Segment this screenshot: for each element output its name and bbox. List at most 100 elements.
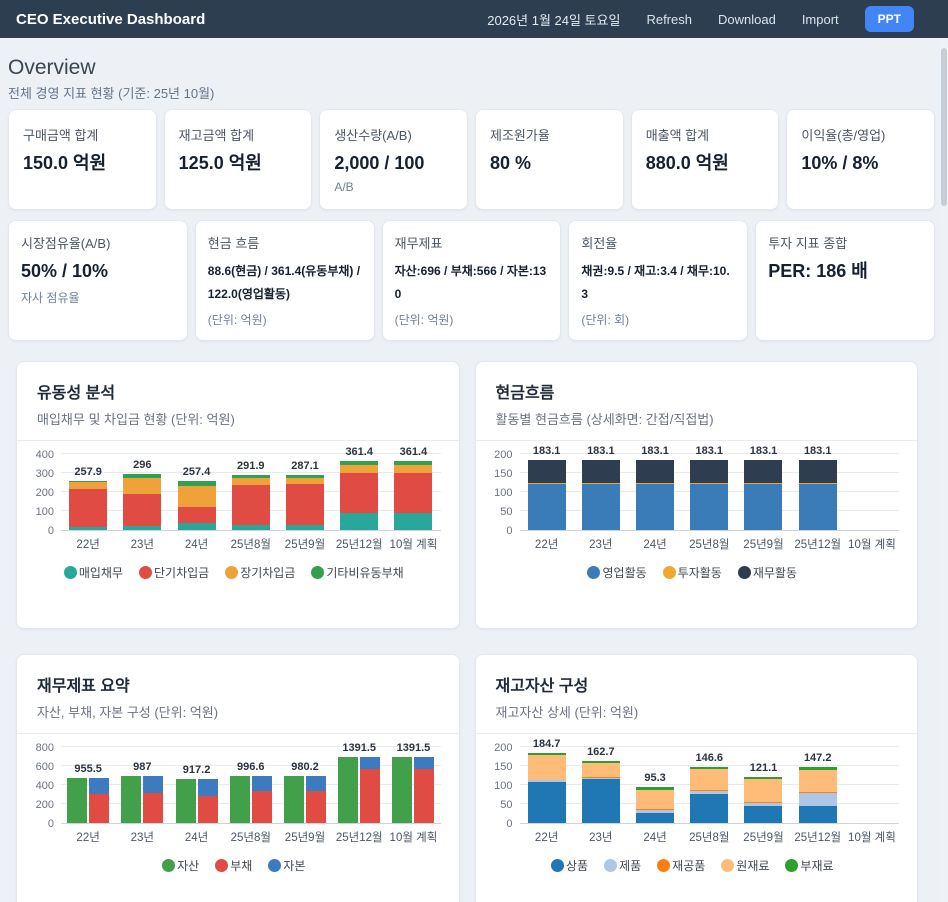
bar-segment[interactable] [636, 790, 674, 810]
menu-item-download[interactable]: Download [718, 12, 776, 27]
bar[interactable] [123, 474, 161, 530]
bar-segment[interactable] [394, 473, 432, 514]
bar[interactable] [799, 767, 837, 823]
bar-segment[interactable] [178, 507, 216, 524]
bar-segment[interactable] [69, 482, 107, 489]
bar-segment[interactable] [799, 793, 837, 806]
bar[interactable] [230, 776, 250, 823]
legend-item[interactable]: 장기차입금 [225, 564, 295, 581]
bar-segment[interactable] [394, 513, 432, 530]
bar-segment[interactable] [340, 513, 378, 530]
bar-segment[interactable] [636, 484, 674, 530]
bar-segment[interactable] [528, 782, 566, 823]
bar-segment[interactable] [286, 484, 324, 525]
bar-segment[interactable] [582, 460, 620, 483]
bar-segment[interactable] [360, 757, 380, 769]
bar-segment[interactable] [360, 769, 380, 823]
bar-segment[interactable] [306, 776, 326, 791]
bar-segment[interactable] [143, 793, 163, 823]
bar[interactable] [582, 460, 620, 530]
bar[interactable] [582, 761, 620, 823]
bar-segment[interactable] [286, 525, 324, 530]
bar-segment[interactable] [89, 794, 109, 823]
bar-segment[interactable] [69, 527, 107, 530]
bar[interactable] [392, 757, 412, 823]
bar[interactable] [414, 757, 434, 823]
bar[interactable] [690, 767, 728, 823]
legend-item[interactable]: 매입채무 [64, 564, 123, 581]
legend-item[interactable]: 투자활동 [663, 564, 722, 581]
bar-segment[interactable] [178, 523, 216, 530]
legend-item[interactable]: 단기차입금 [139, 564, 209, 581]
bar-segment[interactable] [799, 484, 837, 530]
bar[interactable] [360, 757, 380, 823]
legend-item[interactable]: 기타비유동부채 [311, 564, 403, 581]
bar-segment[interactable] [338, 757, 358, 823]
bar-segment[interactable] [232, 525, 270, 530]
bar[interactable] [338, 757, 358, 823]
bar[interactable] [176, 779, 196, 823]
bar-segment[interactable] [394, 465, 432, 473]
bar[interactable] [252, 776, 272, 823]
bar-segment[interactable] [230, 776, 250, 823]
bar-segment[interactable] [232, 485, 270, 525]
bar-segment[interactable] [123, 526, 161, 530]
bar-segment[interactable] [414, 757, 434, 769]
bar[interactable] [394, 461, 432, 530]
bar[interactable] [121, 776, 141, 823]
bar[interactable] [69, 481, 107, 530]
bar-segment[interactable] [636, 460, 674, 483]
legend-item[interactable]: 상품 [551, 857, 588, 874]
bar[interactable] [286, 475, 324, 530]
legend-item[interactable]: 원재료 [721, 857, 769, 874]
bar[interactable] [89, 778, 109, 823]
ppt-button[interactable]: PPT [865, 6, 914, 32]
bar-segment[interactable] [528, 460, 566, 483]
bar-segment[interactable] [89, 778, 109, 795]
legend-item[interactable]: 영업활동 [587, 564, 646, 581]
bar[interactable] [690, 460, 728, 530]
bar-segment[interactable] [690, 769, 728, 791]
bar[interactable] [799, 460, 837, 530]
bar-segment[interactable] [340, 465, 378, 473]
bar-segment[interactable] [799, 770, 837, 792]
legend-item[interactable]: 재공품 [657, 857, 705, 874]
bar-segment[interactable] [528, 755, 566, 780]
scrollbar-thumb[interactable] [941, 48, 947, 206]
bar-segment[interactable] [744, 806, 782, 823]
bar[interactable] [143, 776, 163, 823]
bar-segment[interactable] [582, 484, 620, 530]
bar-segment[interactable] [636, 813, 674, 823]
bar[interactable] [178, 481, 216, 530]
bar[interactable] [306, 776, 326, 823]
legend-item[interactable]: 부채 [215, 857, 252, 874]
bar-segment[interactable] [744, 484, 782, 530]
bar-segment[interactable] [690, 484, 728, 530]
bar-segment[interactable] [252, 776, 272, 791]
bar[interactable] [636, 787, 674, 823]
bar-segment[interactable] [123, 478, 161, 494]
bar-segment[interactable] [340, 473, 378, 514]
bar-segment[interactable] [744, 779, 782, 803]
bar[interactable] [284, 776, 304, 823]
bar-segment[interactable] [582, 779, 620, 823]
bar[interactable] [528, 460, 566, 530]
bar-segment[interactable] [392, 757, 412, 823]
legend-item[interactable]: 제품 [604, 857, 641, 874]
bar-segment[interactable] [69, 489, 107, 526]
bar-segment[interactable] [414, 769, 434, 823]
bar-segment[interactable] [123, 494, 161, 526]
bar-segment[interactable] [284, 776, 304, 823]
bar-segment[interactable] [528, 484, 566, 530]
bar-segment[interactable] [178, 486, 216, 507]
bar-segment[interactable] [121, 776, 141, 823]
bar[interactable] [744, 460, 782, 530]
legend-item[interactable]: 재무활동 [738, 564, 797, 581]
bar-segment[interactable] [690, 794, 728, 823]
bar-segment[interactable] [744, 460, 782, 483]
bar-segment[interactable] [799, 806, 837, 823]
bar-segment[interactable] [690, 460, 728, 483]
bar-segment[interactable] [582, 763, 620, 777]
legend-item[interactable]: 자본 [268, 857, 305, 874]
bar[interactable] [67, 778, 87, 823]
